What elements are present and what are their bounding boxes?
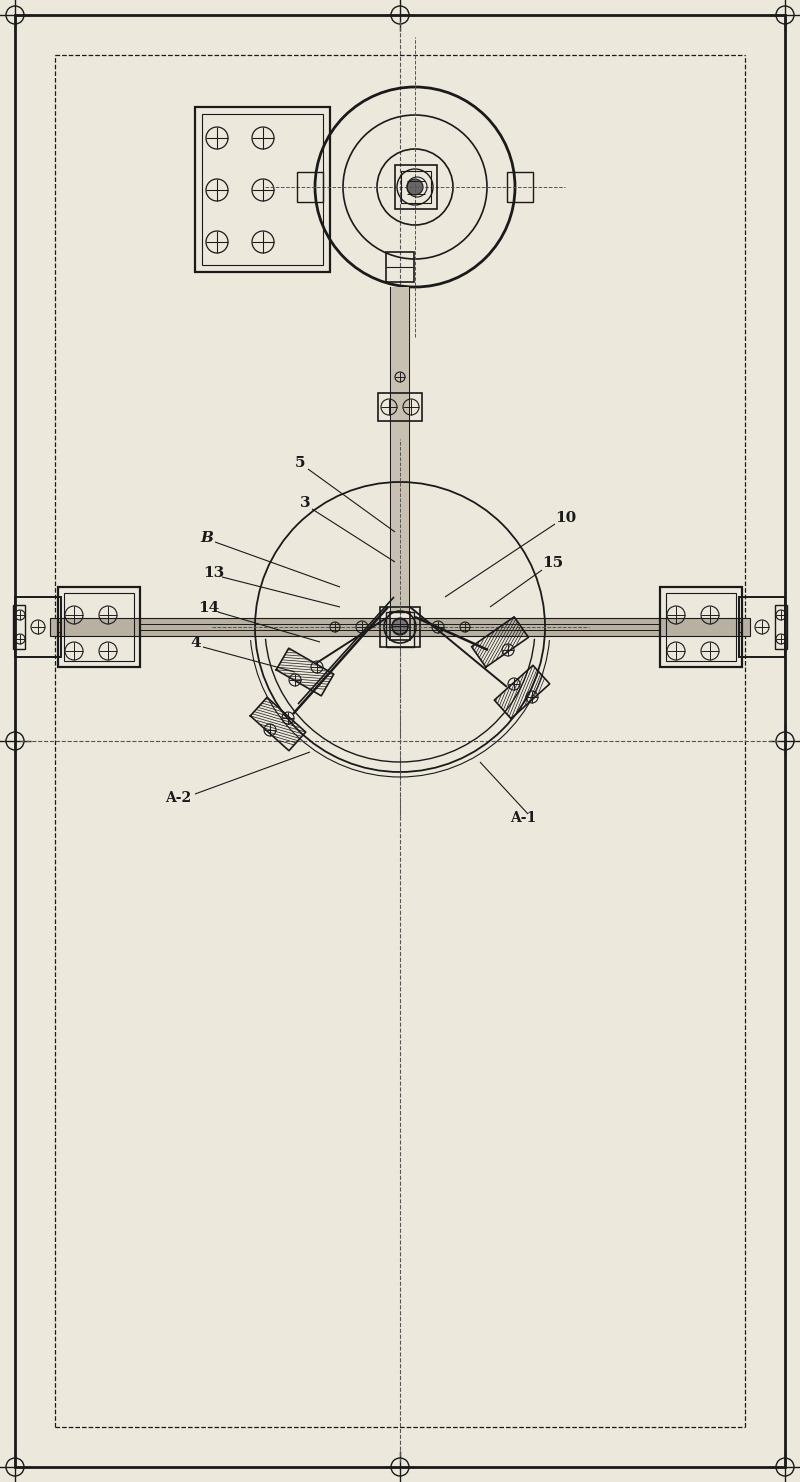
Text: 10: 10 [555,511,576,525]
Bar [380,608,420,648]
Text: 13: 13 [203,566,224,579]
Text: 3: 3 [300,496,310,510]
Bar [297,172,323,202]
Bar [50,618,750,636]
Bar [391,288,409,612]
Bar [739,597,785,657]
Text: 4: 4 [190,636,201,651]
Bar [195,107,330,273]
Bar [58,587,140,667]
Bar [395,165,437,209]
Text: 15: 15 [542,556,563,571]
Bar [386,612,414,648]
Bar [390,612,410,640]
Bar [401,170,431,203]
Bar [507,172,533,202]
Bar [378,393,422,421]
Text: 5: 5 [295,456,306,470]
Text: 14: 14 [198,602,219,615]
Bar [64,593,134,661]
Text: B: B [200,531,213,545]
Circle shape [392,619,408,634]
Bar [15,597,61,657]
Bar [202,114,323,265]
Circle shape [407,179,423,196]
Bar [386,252,414,282]
Bar [13,605,25,649]
Bar [666,593,736,661]
Text: A-1: A-1 [510,811,536,825]
Text: A-2: A-2 [165,791,191,805]
Bar [775,605,787,649]
Bar [660,587,742,667]
